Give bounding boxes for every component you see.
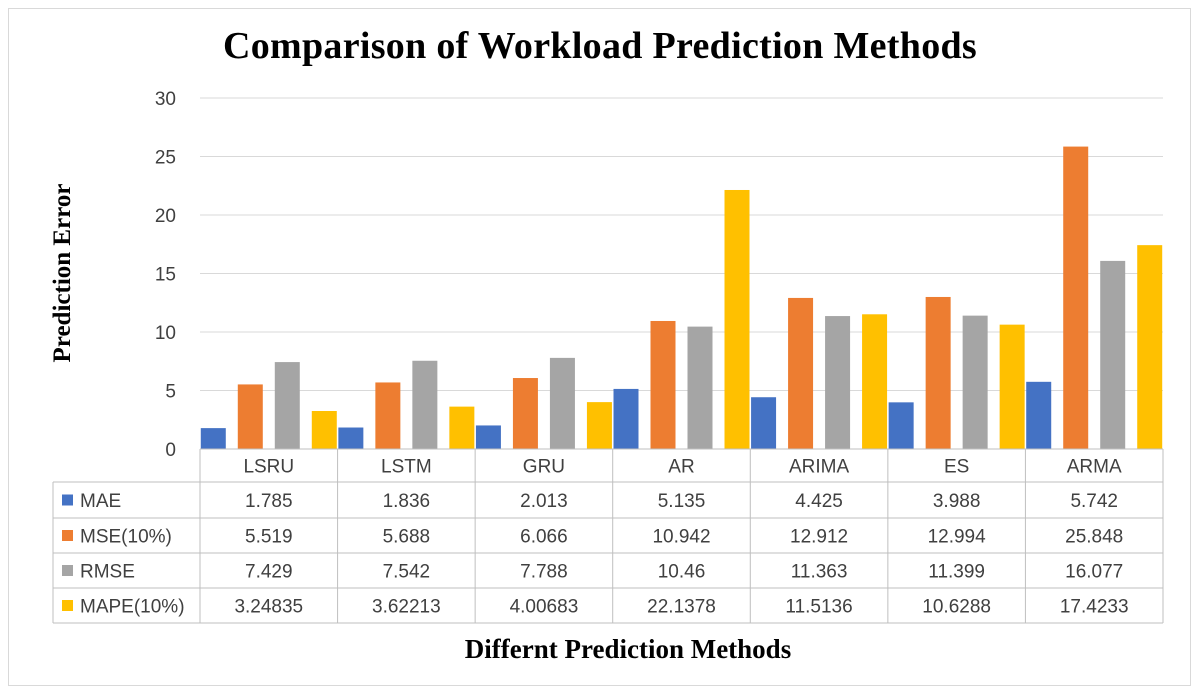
series-name: RMSE bbox=[80, 562, 135, 583]
series-name: MAPE(10%) bbox=[80, 597, 185, 618]
table-value: 3.988 bbox=[933, 491, 981, 512]
table-value: 5.519 bbox=[245, 527, 293, 548]
bar bbox=[788, 297, 814, 449]
series-name: MSE(10%) bbox=[80, 527, 172, 548]
bar bbox=[687, 326, 713, 449]
table-value: 7.429 bbox=[245, 562, 293, 583]
bar bbox=[375, 382, 401, 449]
y-tick-label: 5 bbox=[165, 382, 176, 403]
category-label: AR bbox=[668, 457, 694, 478]
table-value: 10.942 bbox=[652, 527, 710, 548]
table-value: 16.077 bbox=[1065, 562, 1123, 583]
chart-frame bbox=[8, 8, 1191, 686]
series-name: MAE bbox=[80, 491, 121, 512]
bar bbox=[274, 362, 300, 449]
category-label: GRU bbox=[523, 457, 565, 478]
table-value: 10.46 bbox=[658, 562, 706, 583]
bar bbox=[1063, 146, 1089, 449]
table-value: 5.135 bbox=[658, 491, 706, 512]
bar bbox=[751, 397, 777, 449]
bar bbox=[1026, 381, 1052, 449]
category-label: ARIMA bbox=[789, 457, 850, 478]
bar bbox=[338, 427, 364, 449]
table-value: 1.836 bbox=[383, 491, 431, 512]
bar bbox=[1137, 245, 1163, 449]
table-value: 11.399 bbox=[928, 562, 985, 583]
category-label: ES bbox=[944, 457, 969, 478]
category-label: ARMA bbox=[1067, 457, 1122, 478]
bar bbox=[962, 315, 988, 449]
table-value: 7.788 bbox=[520, 562, 568, 583]
table-value: 17.4233 bbox=[1060, 597, 1129, 618]
table-value: 3.24835 bbox=[234, 597, 303, 618]
bar bbox=[311, 410, 337, 449]
bar bbox=[549, 357, 575, 449]
table-value: 11.5136 bbox=[785, 597, 852, 618]
table-value: 4.425 bbox=[795, 491, 843, 512]
legend-key bbox=[62, 600, 73, 611]
table-value: 1.785 bbox=[245, 491, 293, 512]
bar bbox=[862, 314, 888, 449]
legend-key bbox=[62, 494, 73, 506]
bar bbox=[475, 425, 501, 449]
table-value: 25.848 bbox=[1065, 527, 1123, 548]
bar bbox=[925, 296, 951, 449]
table-value: 12.912 bbox=[790, 527, 848, 548]
table-value: 4.00683 bbox=[510, 597, 579, 618]
bar bbox=[449, 406, 475, 449]
bar bbox=[586, 402, 612, 449]
table-value: 5.742 bbox=[1070, 491, 1118, 512]
bar bbox=[724, 189, 750, 450]
y-tick-label: 10 bbox=[155, 323, 176, 344]
y-tick-label: 15 bbox=[155, 265, 176, 286]
bar bbox=[200, 428, 226, 449]
table-value: 22.1378 bbox=[647, 597, 716, 618]
bar bbox=[650, 320, 676, 449]
table-value: 12.994 bbox=[928, 527, 987, 548]
table-value: 11.363 bbox=[791, 562, 848, 583]
legend-key bbox=[62, 530, 73, 541]
table-value: 7.542 bbox=[383, 562, 431, 583]
table-value: 5.688 bbox=[383, 527, 431, 548]
table-value: 6.066 bbox=[520, 527, 568, 548]
y-tick-label: 25 bbox=[155, 148, 176, 169]
bar bbox=[1100, 260, 1126, 449]
y-tick-label: 30 bbox=[155, 89, 176, 110]
category-label: LSRU bbox=[243, 457, 294, 478]
bar bbox=[512, 378, 538, 449]
y-tick-label: 0 bbox=[165, 440, 176, 461]
y-tick-label: 20 bbox=[155, 206, 176, 227]
legend-key bbox=[62, 565, 73, 576]
chart-title: Comparison of Workload Prediction Method… bbox=[222, 25, 978, 67]
bar bbox=[237, 384, 263, 449]
bar bbox=[825, 316, 851, 449]
bar bbox=[412, 360, 438, 449]
bar bbox=[999, 324, 1025, 449]
table-value: 10.6288 bbox=[922, 597, 991, 618]
table-value: 2.013 bbox=[520, 491, 568, 512]
bar bbox=[613, 388, 639, 449]
category-label: LSTM bbox=[381, 457, 432, 478]
x-axis-label: Differnt Prediction Methods bbox=[464, 634, 792, 664]
table-value: 3.62213 bbox=[372, 597, 441, 618]
bar bbox=[888, 402, 914, 449]
